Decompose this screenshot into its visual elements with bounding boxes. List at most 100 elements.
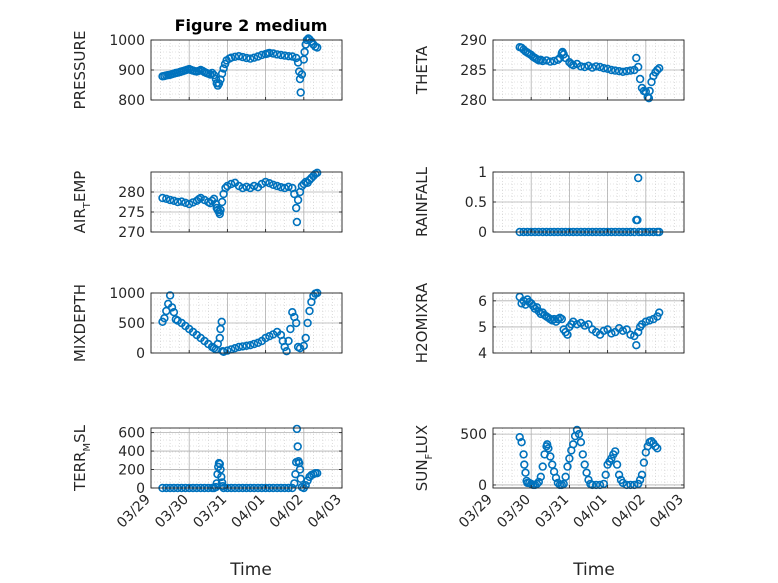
data-point bbox=[632, 341, 641, 350]
data-point bbox=[576, 62, 586, 71]
data-point bbox=[242, 53, 251, 63]
data-point bbox=[249, 181, 259, 191]
subplot-4: 0 500 1000 MIXDEPTH bbox=[71, 284, 343, 362]
data-point bbox=[607, 454, 616, 463]
data-point bbox=[165, 195, 175, 205]
data-point bbox=[520, 460, 529, 469]
data-point bbox=[582, 468, 591, 477]
data-point bbox=[249, 53, 259, 62]
data-point bbox=[561, 472, 570, 481]
data-point bbox=[215, 209, 225, 219]
y-tick-label: 5 bbox=[478, 320, 487, 336]
subplot-3: 0 0.5 1 RAINFALL bbox=[413, 165, 685, 241]
data-point bbox=[572, 320, 582, 329]
data-point bbox=[276, 183, 286, 192]
data-point bbox=[292, 217, 302, 227]
y-axis-label: AIRTEMP bbox=[71, 171, 93, 234]
y-axis-label: SUNFLUX bbox=[413, 425, 435, 491]
data-point bbox=[162, 306, 171, 316]
data-point bbox=[242, 182, 251, 192]
data-point bbox=[532, 303, 542, 312]
data-point bbox=[313, 43, 322, 52]
data-point bbox=[217, 69, 227, 78]
data-point bbox=[610, 66, 620, 75]
y-tick-label: 1000 bbox=[109, 286, 145, 302]
y-tick-label: 500 bbox=[460, 427, 487, 443]
data-point bbox=[173, 197, 182, 207]
data-point bbox=[227, 53, 236, 62]
data-point bbox=[622, 325, 631, 334]
data-point bbox=[238, 342, 247, 351]
subplot-1: 280 285 290 THETA bbox=[413, 33, 685, 109]
data-point bbox=[645, 86, 654, 96]
data-point bbox=[576, 438, 586, 447]
data-point bbox=[290, 479, 299, 488]
data-point bbox=[603, 64, 612, 74]
data-point bbox=[532, 479, 542, 489]
data-point bbox=[654, 308, 664, 317]
y-tick-label: 280 bbox=[460, 93, 487, 109]
data-point bbox=[276, 50, 286, 60]
data-point bbox=[519, 450, 528, 459]
data-point bbox=[292, 424, 302, 434]
data-point bbox=[580, 321, 589, 330]
data-point bbox=[221, 183, 230, 193]
data-series bbox=[515, 42, 664, 103]
data-point bbox=[588, 63, 597, 72]
data-point bbox=[305, 35, 314, 44]
y-tick-label: 600 bbox=[118, 426, 145, 442]
y-axis-label: THETA bbox=[413, 45, 431, 95]
y-tick-label: 1000 bbox=[109, 33, 145, 49]
data-point bbox=[614, 66, 624, 76]
data-point bbox=[282, 347, 291, 356]
data-point bbox=[286, 324, 295, 334]
data-point bbox=[521, 468, 530, 477]
data-point bbox=[234, 342, 244, 352]
data-point bbox=[568, 60, 578, 70]
data-point bbox=[637, 470, 647, 479]
data-point bbox=[296, 88, 305, 97]
data-point bbox=[230, 52, 240, 61]
data-point bbox=[595, 62, 605, 72]
data-point bbox=[303, 318, 312, 328]
figure-title: Figure 2 medium bbox=[175, 16, 328, 35]
data-point bbox=[215, 459, 225, 469]
data-point bbox=[653, 444, 662, 453]
data-point bbox=[580, 62, 589, 72]
data-point bbox=[272, 181, 282, 191]
data-point bbox=[207, 68, 217, 78]
data-point bbox=[265, 48, 274, 58]
y-axis-label: PRESSURE bbox=[71, 31, 89, 110]
data-point bbox=[647, 437, 656, 446]
data-point bbox=[538, 56, 547, 66]
data-point bbox=[633, 173, 643, 183]
data-point bbox=[160, 314, 169, 323]
data-point bbox=[284, 182, 293, 192]
data-point bbox=[551, 473, 561, 482]
data-point bbox=[313, 168, 322, 178]
data-point bbox=[227, 179, 236, 189]
data-point bbox=[299, 341, 308, 350]
subplot-2: 270 275 280 AIRTEMP bbox=[71, 168, 343, 241]
y-tick-label: 4 bbox=[478, 346, 487, 362]
y-tick-label: 270 bbox=[118, 225, 145, 241]
data-point bbox=[217, 478, 227, 487]
data-point bbox=[217, 197, 227, 207]
data-point bbox=[633, 327, 643, 337]
data-series bbox=[158, 168, 322, 227]
data-point bbox=[169, 308, 179, 317]
data-point bbox=[177, 197, 186, 206]
data-point bbox=[546, 57, 555, 66]
data-point bbox=[639, 458, 649, 467]
data-series bbox=[515, 292, 664, 350]
data-point bbox=[280, 342, 289, 352]
data-point bbox=[158, 193, 167, 203]
data-point bbox=[542, 56, 551, 65]
y-tick-label: 400 bbox=[118, 444, 145, 460]
y-axis-label: RAINFALL bbox=[413, 166, 431, 237]
data-point bbox=[614, 470, 624, 479]
data-point bbox=[651, 442, 660, 451]
data-point bbox=[288, 52, 297, 61]
data-point bbox=[626, 66, 635, 75]
